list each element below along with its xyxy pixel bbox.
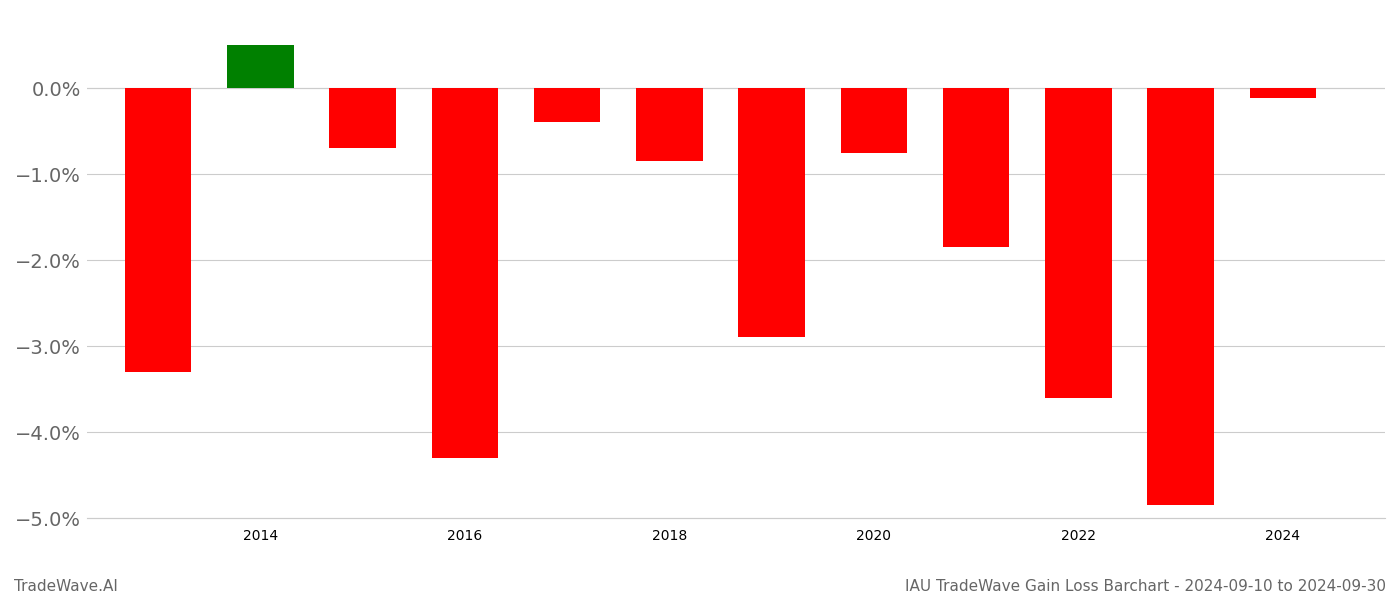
Bar <box>431 88 498 458</box>
Bar <box>1147 88 1214 505</box>
Bar <box>125 88 192 372</box>
Bar <box>1250 88 1316 98</box>
Bar <box>738 88 805 337</box>
Bar <box>1044 88 1112 398</box>
Text: IAU TradeWave Gain Loss Barchart - 2024-09-10 to 2024-09-30: IAU TradeWave Gain Loss Barchart - 2024-… <box>904 579 1386 594</box>
Bar <box>840 88 907 152</box>
Bar <box>533 88 601 122</box>
Bar <box>942 88 1009 247</box>
Text: TradeWave.AI: TradeWave.AI <box>14 579 118 594</box>
Bar <box>329 88 396 148</box>
Bar <box>636 88 703 161</box>
Bar <box>227 45 294 88</box>
